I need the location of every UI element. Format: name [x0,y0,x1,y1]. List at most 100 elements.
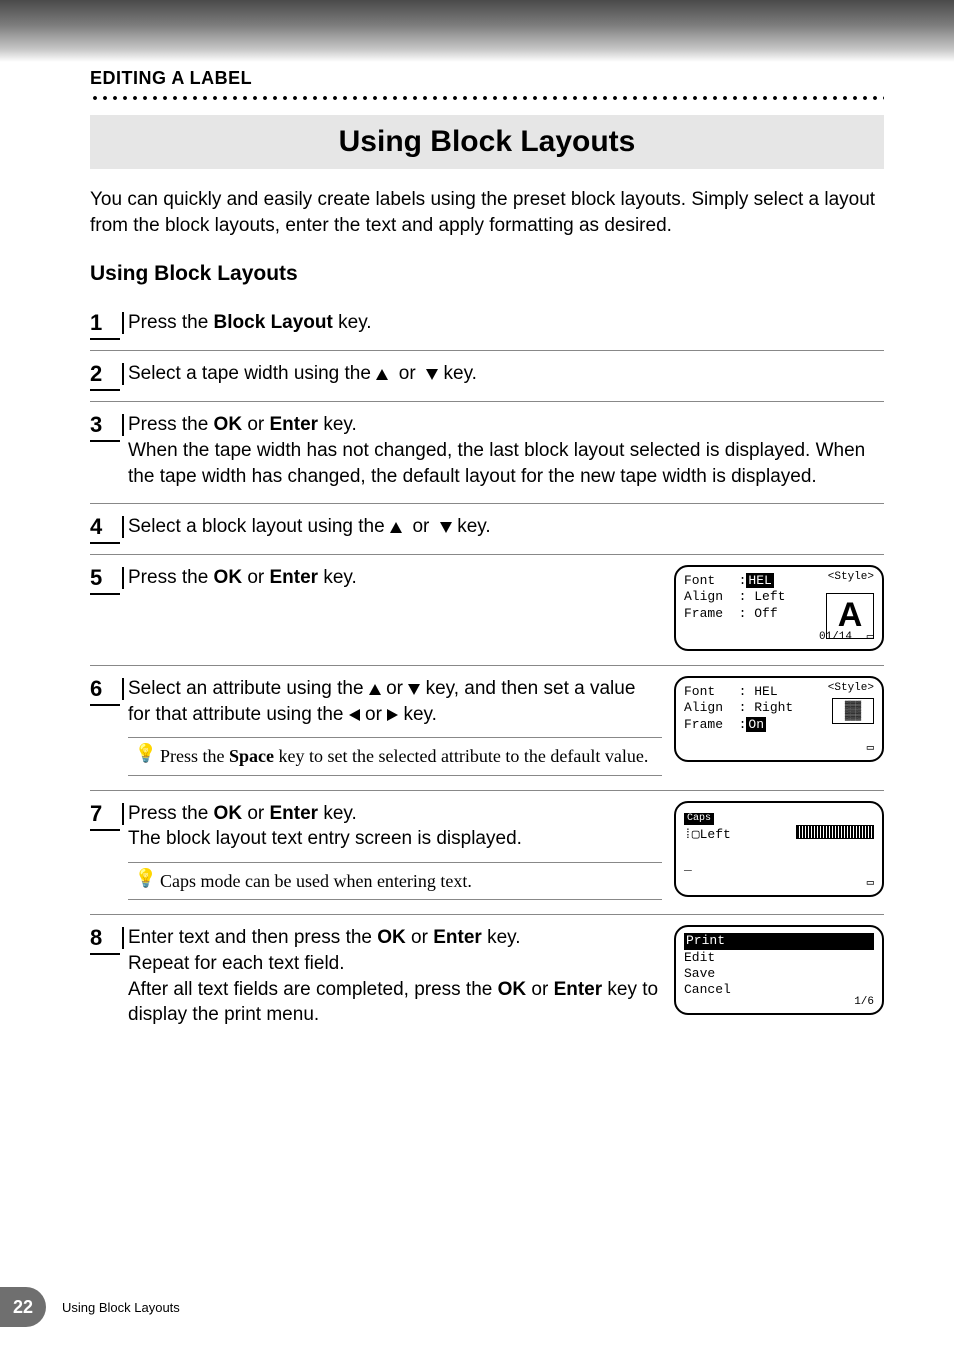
lcd-entry-bar [796,825,874,839]
text: key. [444,363,477,384]
text: After all text fields are completed, pre… [128,979,498,1000]
battery-icon: ▭ [867,876,874,891]
dotted-rule [90,95,884,101]
tip-text: Caps mode can be used when entering text… [160,869,658,893]
text: key. [333,312,372,333]
lcd-row: Cancel [684,982,874,998]
lightbulb-icon: 💡 [132,744,160,762]
tip-text: Press the [160,746,229,766]
step-4: 4 Select a block layout using the or key… [90,503,884,554]
down-arrow-icon [426,369,438,380]
text: key. [482,927,521,948]
step-3: 3 Press the OK or Enter key. When the ta… [90,401,884,503]
lcd-row: Edit [684,950,874,966]
lcd-cursor: _ [684,858,874,874]
text: key. [318,414,357,435]
text: Select an attribute using the [128,678,369,699]
lcd-preview-frame: ▓▓▓▓▓▓ [832,698,874,724]
up-arrow-icon [390,522,402,533]
text: or [242,567,269,588]
lcd-screen-style-2: <Style> Font : HEL Align : Right Frame :… [674,676,884,762]
key-name: Block Layout [214,312,333,333]
text: Repeat for each text field. [128,953,345,974]
down-arrow-icon [440,522,452,533]
text: or [242,803,269,824]
lcd-title: <Style> [828,571,874,585]
footer-text: Using Block Layouts [62,1300,180,1315]
tip-box: 💡 Caps mode can be used when entering te… [128,862,662,900]
page-title: Using Block Layouts [90,125,884,159]
tip-text: key to set the selected attribute to the… [274,746,648,766]
top-gradient-band [0,0,954,62]
lcd-highlight: HEL [746,573,773,588]
text: key. [318,803,357,824]
lcd-screen-style-1: <Style> Font :HEL Align : Left Frame : O… [674,565,884,651]
text: or [406,927,433,948]
up-arrow-icon [376,369,388,380]
step-number: 7 [90,801,128,827]
step-1: 1 Press the Block Layout key. [90,300,884,350]
key-name: OK [498,979,527,1000]
text: key. [457,516,490,537]
step-number: 4 [90,514,128,540]
lcd-screen-text-entry: Caps ⁞▢Left _ ▭ [674,801,884,897]
text: or [526,979,553,1000]
battery-icon: ▭ [867,741,874,756]
key-name: Enter [270,567,319,588]
lcd-highlight: Print [684,933,874,949]
step-number: 8 [90,925,128,951]
text: key. [403,704,436,725]
text: Enter text and then press the [128,927,377,948]
steps-list: 1 Press the Block Layout key. 2 Select a… [90,300,884,1042]
text: or [242,414,269,435]
text: Press the [128,803,214,824]
step-number: 1 [90,310,128,336]
key-name: OK [214,414,243,435]
text: Press the [128,312,214,333]
lcd-row: Font : [684,573,746,588]
left-arrow-icon [349,709,360,721]
page-footer: 22 Using Block Layouts [0,1287,180,1327]
text: key. [318,567,357,588]
text: When the tape width has not changed, the… [128,440,865,487]
battery-icon: ▭ [867,630,874,645]
lcd-count: 01/14 [819,631,852,645]
page-content: EDITING A LABEL Using Block Layouts You … [0,68,954,1042]
key-name: OK [214,803,243,824]
step-2: 2 Select a tape width using the or key. [90,350,884,401]
text: The block layout text entry screen is di… [128,828,522,849]
page-number-badge: 22 [0,1287,46,1327]
subheading: Using Block Layouts [90,262,884,286]
section-header: EDITING A LABEL [90,68,884,89]
step-number: 5 [90,565,128,591]
text: Select a block layout using the [128,516,390,537]
step-number: 3 [90,412,128,438]
lightbulb-icon: 💡 [132,869,160,887]
up-arrow-icon [369,684,381,695]
lcd-row: Save [684,966,874,982]
key-name: Enter [433,927,482,948]
text: Select a tape width using the [128,363,376,384]
step-5: 5 Press the OK or Enter key. <Style> Fon… [90,554,884,665]
tip-box: 💡 Press the Space key to set the selecte… [128,737,662,775]
text: Press the [128,414,214,435]
caps-indicator: Caps [684,813,714,826]
step-8: 8 Enter text and then press the OK or En… [90,914,884,1042]
key-name: Space [229,746,274,766]
key-name: Enter [554,979,603,1000]
text: Press the [128,567,214,588]
lcd-screen-print-menu: Print Edit Save Cancel 1/6 [674,925,884,1015]
key-name: Enter [270,414,319,435]
right-arrow-icon [387,709,398,721]
step-6: 6 Select an attribute using the or key, … [90,665,884,790]
step-number: 2 [90,361,128,387]
lcd-count: 1/6 [854,996,874,1010]
key-name: OK [377,927,406,948]
lcd-row: Frame : [684,717,746,732]
step-number: 6 [90,676,128,702]
lcd-highlight: On [746,717,766,732]
key-name: Enter [270,803,319,824]
step-7: 7 Press the OK or Enter key. The block l… [90,790,884,915]
key-name: OK [214,567,243,588]
intro-paragraph: You can quickly and easily create labels… [90,187,884,238]
